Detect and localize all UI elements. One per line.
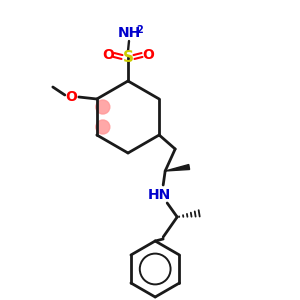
Text: 2: 2 [136, 25, 143, 35]
Circle shape [96, 100, 110, 114]
Circle shape [96, 120, 110, 134]
Polygon shape [165, 164, 190, 171]
Text: NH: NH [117, 26, 141, 40]
Text: O: O [142, 48, 154, 62]
Text: S: S [122, 50, 134, 64]
Text: O: O [102, 48, 114, 62]
Text: O: O [65, 90, 77, 104]
Text: HN: HN [148, 188, 171, 202]
